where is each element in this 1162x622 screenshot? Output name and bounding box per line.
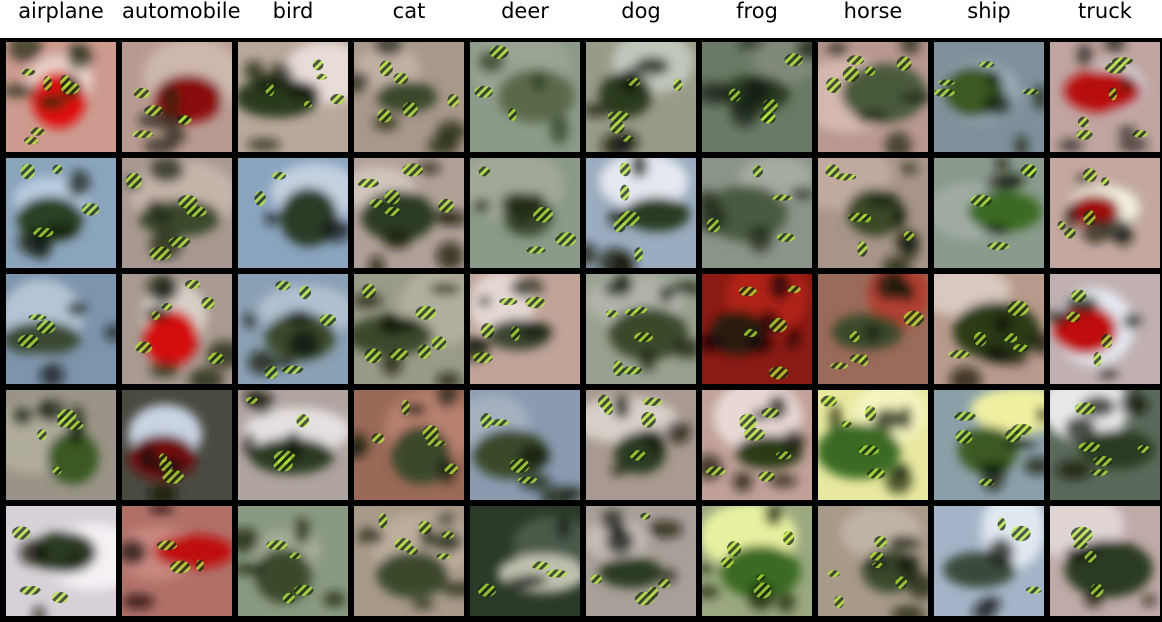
generated-image-deer-4 — [470, 390, 580, 500]
class-label-cat: cat — [392, 0, 426, 23]
generated-image-automobile-1 — [122, 42, 232, 152]
generated-image-automobile-4 — [122, 390, 232, 500]
generated-image-ship-5 — [934, 506, 1044, 616]
generated-image-horse-1 — [818, 42, 928, 152]
generated-image-bird-5 — [238, 506, 348, 616]
class-label-ship: ship — [967, 0, 1011, 23]
generated-image-ship-3 — [934, 274, 1044, 384]
generated-image-bird-3 — [238, 274, 348, 384]
generated-image-frog-5 — [702, 506, 812, 616]
generated-image-cat-1 — [354, 42, 464, 152]
generated-image-cat-2 — [354, 158, 464, 268]
generated-image-deer-5 — [470, 506, 580, 616]
generated-image-ship-4 — [934, 390, 1044, 500]
generated-image-truck-4 — [1050, 390, 1160, 500]
class-labels: airplane automobile bird cat deer dog frog hors… — [0, 0, 1162, 38]
generated-image-cat-4 — [354, 390, 464, 500]
generated-image-airplane-2 — [6, 158, 116, 268]
generated-image-deer-1 — [470, 42, 580, 152]
generated-image-dog-3 — [586, 274, 696, 384]
image-grid — [0, 38, 1162, 622]
generated-image-automobile-2 — [122, 158, 232, 268]
class-label-deer: deer — [501, 0, 549, 23]
generated-image-frog-4 — [702, 390, 812, 500]
generated-image-cat-3 — [354, 274, 464, 384]
generated-image-cat-5 — [354, 506, 464, 616]
generated-image-airplane-4 — [6, 390, 116, 500]
generated-image-ship-2 — [934, 158, 1044, 268]
generated-image-dog-2 — [586, 158, 696, 268]
generated-image-frog-3 — [702, 274, 812, 384]
generated-image-airplane-1 — [6, 42, 116, 152]
generated-image-dog-5 — [586, 506, 696, 616]
generated-image-bird-4 — [238, 390, 348, 500]
generated-image-ship-1 — [934, 42, 1044, 152]
generated-image-frog-1 — [702, 42, 812, 152]
class-label-automobile: automobile — [122, 0, 241, 23]
generated-image-truck-3 — [1050, 274, 1160, 384]
class-label-horse: horse — [843, 0, 903, 23]
generated-image-bird-1 — [238, 42, 348, 152]
generated-image-horse-5 — [818, 506, 928, 616]
generated-image-bird-2 — [238, 158, 348, 268]
generated-image-truck-2 — [1050, 158, 1160, 268]
generated-image-dog-1 — [586, 42, 696, 152]
class-label-dog: dog — [621, 0, 661, 23]
generated-image-truck-5 — [1050, 506, 1160, 616]
generated-image-automobile-3 — [122, 274, 232, 384]
generated-image-horse-4 — [818, 390, 928, 500]
class-label-airplane: airplane — [18, 0, 104, 23]
class-label-frog: frog — [736, 0, 778, 23]
generated-image-horse-2 — [818, 158, 928, 268]
generated-image-dog-4 — [586, 390, 696, 500]
generated-image-deer-3 — [470, 274, 580, 384]
generated-image-deer-2 — [470, 158, 580, 268]
generated-image-frog-2 — [702, 158, 812, 268]
class-label-bird: bird — [272, 0, 314, 23]
generated-image-airplane-3 — [6, 274, 116, 384]
class-label-truck: truck — [1078, 0, 1132, 23]
generated-image-airplane-5 — [6, 506, 116, 616]
generated-image-automobile-5 — [122, 506, 232, 616]
generated-image-horse-3 — [818, 274, 928, 384]
generated-image-truck-1 — [1050, 42, 1160, 152]
